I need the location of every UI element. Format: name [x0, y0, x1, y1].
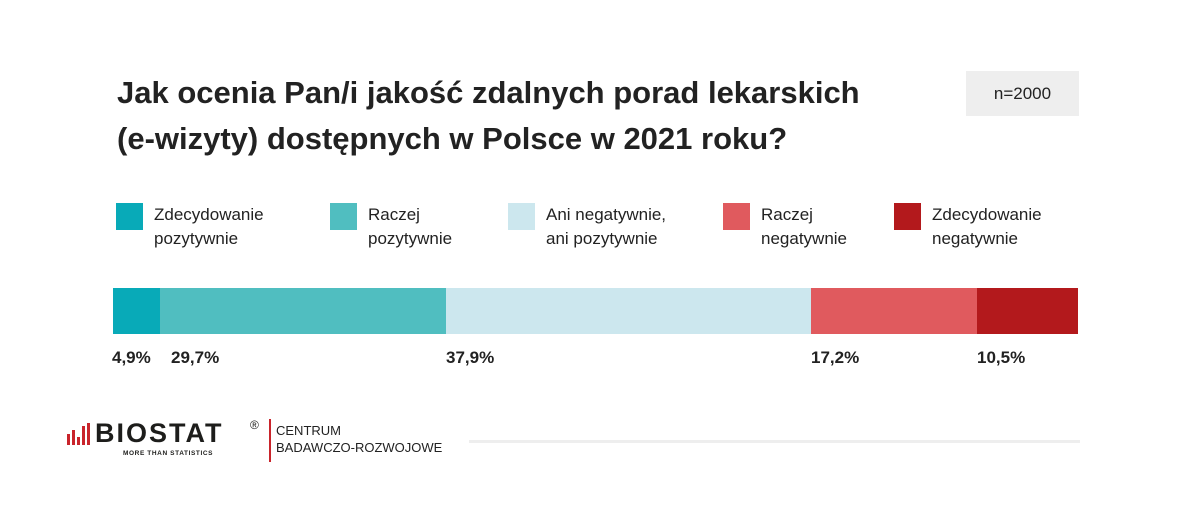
legend-item-zdecydowanie-negatywnie: Zdecydowanie negatywnie [894, 203, 1042, 251]
logo-bars-icon [67, 423, 90, 445]
data-label: 37,9% [446, 348, 495, 367]
legend-item-raczej-negatywnie: Raczej negatywnie [723, 203, 847, 251]
stacked-bar [113, 288, 1078, 334]
bar-segment [446, 288, 812, 334]
chart-title-line-2: (e-wizyty) dostępnych w Polsce w 2021 ro… [117, 121, 788, 156]
footer-divider-line [469, 440, 1080, 443]
bar-segment [811, 288, 977, 334]
legend-swatch [508, 203, 535, 230]
logo-registered-mark: ® [250, 418, 259, 432]
data-label: 10,5% [977, 348, 1026, 367]
data-label: 4,9% [112, 348, 151, 367]
legend-label: Raczej pozytywnie [368, 205, 453, 248]
sample-size-badge: n=2000 [966, 71, 1079, 116]
legend-label: Zdecydowanie negatywnie [932, 205, 1042, 248]
logo-divider [269, 419, 271, 462]
legend-item-zdecydowanie-pozytywnie: Zdecydowanie pozytywnie [116, 203, 264, 251]
logo-wordmark: BIOSTAT [95, 418, 224, 448]
legend-swatch [330, 203, 357, 230]
logo-tagline: MORE THAN STATISTICS [123, 450, 214, 457]
chart-title-line-1: Jak ocenia Pan/i jakość zdalnych porad l… [117, 75, 860, 110]
bar-segment [976, 288, 1078, 334]
legend-swatch [116, 203, 143, 230]
legend-swatch [723, 203, 750, 230]
legend-label: Zdecydowanie pozytywnie [154, 205, 264, 248]
data-label: 17,2% [811, 348, 860, 367]
legend-label: Ani negatywnie, ani pozytywnie [546, 205, 667, 248]
legend-label: Raczej negatywnie [761, 205, 848, 248]
legend-item-raczej-pozytywnie: Raczej pozytywnie [330, 203, 452, 251]
legend-swatch [894, 203, 921, 230]
bar-segment [113, 288, 161, 334]
legend-item-neutral: Ani negatywnie, ani pozytywnie [508, 203, 666, 251]
chart-title: Jak ocenia Pan/i jakość zdalnych porad l… [117, 70, 947, 162]
data-label: 29,7% [171, 348, 220, 367]
bar-segment [160, 288, 447, 334]
logo-side-text: CENTRUM BADAWCZO-ROZWOJOWE [276, 423, 443, 455]
